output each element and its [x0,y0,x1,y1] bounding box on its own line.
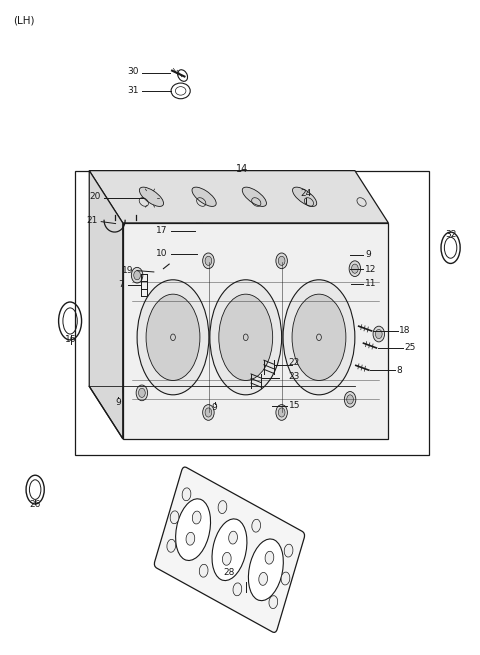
Ellipse shape [132,267,143,283]
Text: 19: 19 [122,266,134,275]
Ellipse shape [170,511,179,524]
Ellipse shape [222,552,231,565]
Ellipse shape [347,395,353,404]
Polygon shape [89,171,123,439]
Text: 7: 7 [119,280,124,289]
Text: 24: 24 [300,189,312,198]
Ellipse shape [136,385,148,401]
Text: 20: 20 [89,193,100,201]
Ellipse shape [276,405,288,421]
Text: 26: 26 [29,500,41,509]
Polygon shape [123,223,388,439]
Ellipse shape [192,187,216,206]
Ellipse shape [281,572,290,585]
Ellipse shape [212,519,247,580]
Text: 8: 8 [396,365,402,375]
Text: 9: 9 [365,250,371,259]
Ellipse shape [284,544,293,557]
Ellipse shape [259,572,267,586]
Text: 14: 14 [236,164,249,174]
Text: 17: 17 [156,225,167,234]
Ellipse shape [292,187,317,206]
Text: 10: 10 [156,249,167,258]
Ellipse shape [182,488,191,501]
Ellipse shape [292,294,346,381]
Ellipse shape [134,271,141,280]
Ellipse shape [228,531,238,544]
Text: 11: 11 [365,279,377,288]
Ellipse shape [176,499,211,561]
Ellipse shape [137,280,209,395]
Ellipse shape [242,187,266,206]
Ellipse shape [269,595,278,608]
Text: 18: 18 [399,326,411,335]
Text: 15: 15 [289,402,301,411]
Bar [196,220,202,243]
Text: 25: 25 [404,343,416,352]
Text: 22: 22 [288,358,299,367]
Text: 12: 12 [365,265,377,274]
Ellipse shape [219,294,273,381]
Text: 16: 16 [65,335,77,344]
Text: 23: 23 [288,372,299,381]
Ellipse shape [283,280,355,395]
Ellipse shape [233,583,242,596]
Ellipse shape [375,329,382,339]
Ellipse shape [146,294,200,381]
Text: 32: 32 [445,230,456,239]
Ellipse shape [218,500,227,514]
Text: 9: 9 [115,398,121,407]
Ellipse shape [186,533,195,545]
Ellipse shape [252,519,261,532]
Text: 9: 9 [212,403,217,413]
Ellipse shape [192,511,201,524]
Ellipse shape [265,552,274,564]
Ellipse shape [203,405,214,421]
Text: (LH): (LH) [12,15,34,25]
Text: 21: 21 [86,216,98,225]
Ellipse shape [167,539,176,552]
Ellipse shape [344,392,356,407]
Ellipse shape [351,264,358,273]
Ellipse shape [349,261,360,276]
Ellipse shape [278,256,285,265]
Ellipse shape [276,253,288,269]
Ellipse shape [139,187,164,206]
Text: 28: 28 [224,568,235,577]
Ellipse shape [203,253,214,269]
Text: 30: 30 [127,67,139,76]
Ellipse shape [199,564,208,577]
Ellipse shape [205,256,212,265]
Text: 31: 31 [127,86,139,96]
Ellipse shape [139,388,145,398]
Ellipse shape [278,408,285,417]
Ellipse shape [210,280,282,395]
Polygon shape [89,171,388,223]
Bar [75,171,429,455]
Ellipse shape [248,539,283,601]
Ellipse shape [373,326,384,342]
Ellipse shape [196,240,202,246]
FancyBboxPatch shape [155,467,305,633]
Ellipse shape [205,408,212,417]
Ellipse shape [196,217,202,223]
